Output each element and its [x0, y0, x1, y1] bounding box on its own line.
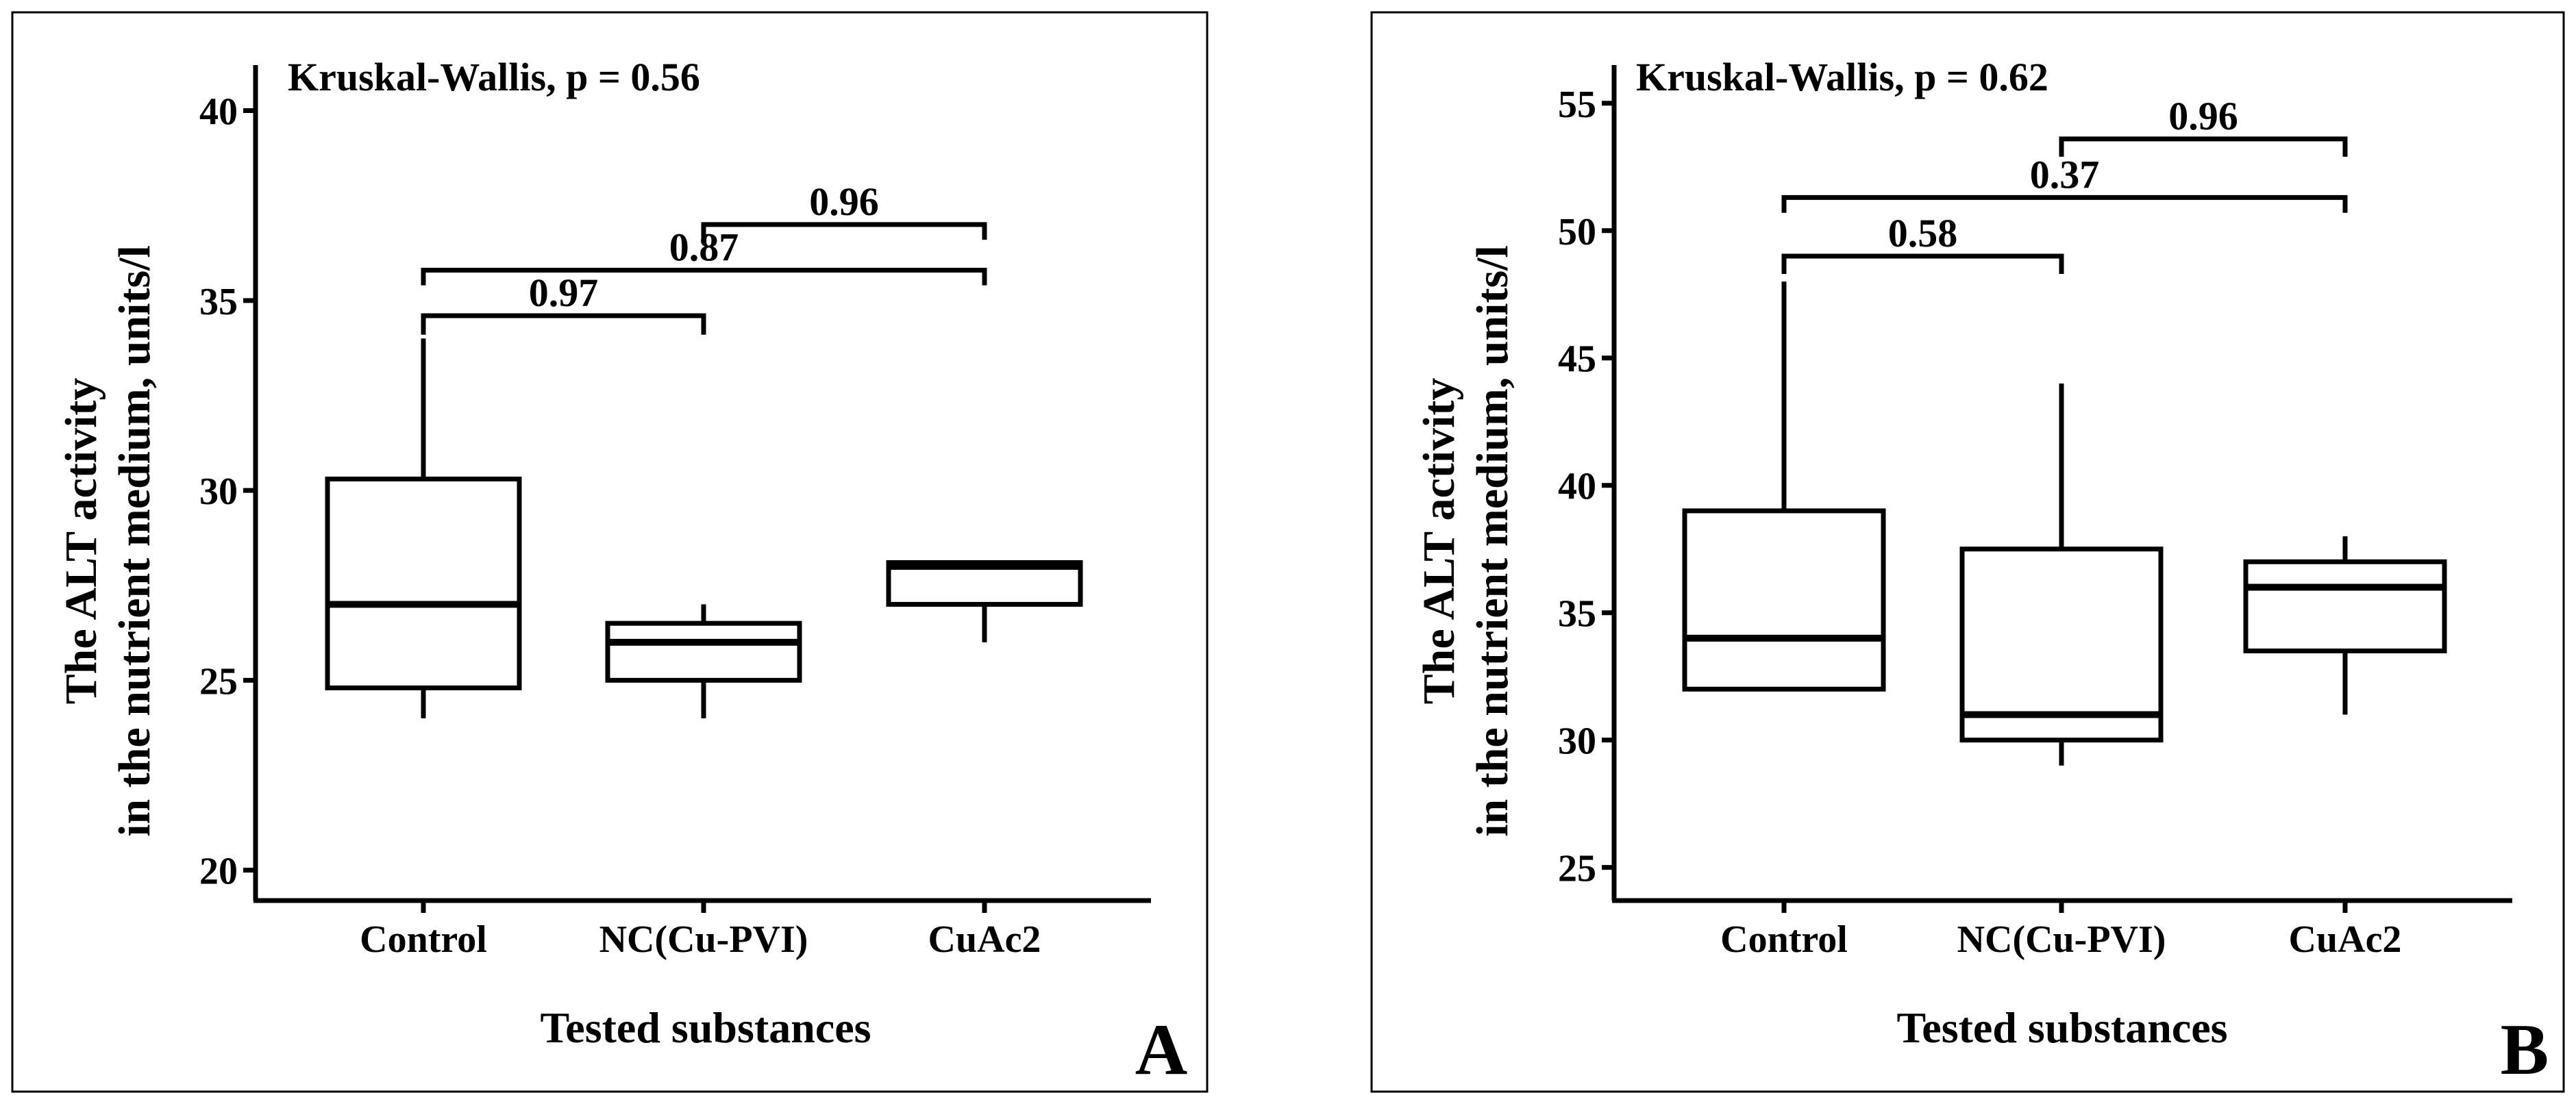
panel-b-y-tick-label-50: 50: [1558, 211, 1596, 253]
panel-a-y-tick-label-40: 40: [199, 91, 238, 134]
panel-a-y-tick-label-20: 20: [199, 851, 238, 893]
panel-a-kruskal-wallis-annotation: Kruskal-Wallis, p = 0.56: [288, 55, 700, 99]
panel-b-box-1: [1959, 383, 2164, 766]
panel-b-x-tick-label-0: Control: [1720, 918, 1848, 961]
panel-a-y-tick-label-35: 35: [199, 281, 238, 323]
panel-b-box-1-iqr: [1959, 546, 2164, 743]
panel-b-box-2-iqr: [2243, 559, 2447, 653]
panel-a-box-1-iqr: [605, 620, 802, 683]
panel-b-comparison-0-p-value: 0.58: [1888, 211, 1958, 255]
panel-a-comparison-2: 0.96: [701, 179, 987, 240]
panel-b-comparison-1: 0.37: [1781, 152, 2348, 213]
panel-b-box-0: [1682, 281, 1886, 692]
panel-a-x-tick-label-0: Control: [360, 918, 487, 961]
panel-a: Kruskal-Wallis, p = 0.56 20 25 30 35 40 0.97…: [11, 11, 1209, 1093]
panel-b-comparison-2-bracket: [2059, 136, 2348, 157]
panel-b-y-tick-label-55: 55: [1558, 84, 1596, 126]
panel-a-box-1: [605, 604, 802, 718]
panel-b-x-tick-label-1: NC(Cu-PVI): [1957, 918, 2166, 961]
panel-b-comparison-1-bracket: [1781, 194, 2348, 213]
panel-a-x-axis-label: Tested substances: [540, 1003, 871, 1052]
panel-b-y-tick-label-30: 30: [1558, 720, 1596, 763]
panel-b-border: [1370, 11, 2565, 1093]
panel-a-letter: A: [1135, 1009, 1188, 1090]
panel-b-boxplots: [1682, 281, 2447, 766]
panel-b-x-ticks: Control NC(Cu-PVI) CuAc2: [1720, 901, 2401, 961]
panel-a-y-ticks: 20 25 30 35 40: [199, 91, 256, 893]
panel-a-comparison-2-p-value: 0.96: [809, 179, 879, 224]
panel-b-comparison-2-p-value: 0.96: [2168, 94, 2238, 138]
panel-b-comparison-1-p-value: 0.37: [2030, 152, 2100, 197]
panel-b-y-axis-label-line-2: in the nutrient medium, units/l: [1467, 245, 1518, 837]
panel-b: Kruskal-Wallis, p = 0.62 25303540455055 …: [1370, 11, 2565, 1093]
panel-b-y-tick-label-45: 45: [1558, 338, 1596, 381]
panel-b-x-axis-label: Tested substances: [1896, 1003, 2227, 1052]
panel-b-y-axis-label-line-1: The ALT activity: [1414, 378, 1464, 705]
panel-a-y-axis-label-line-1: The ALT activity: [56, 378, 106, 705]
panel-a-box-2: [886, 560, 1083, 642]
panel-a-y-axis-label-line-2: in the nutrient medium, units/l: [110, 245, 160, 837]
panel-a-x-ticks: Control NC(Cu-PVI) CuAc2: [360, 901, 1041, 961]
panel-b-box-2: [2243, 536, 2447, 715]
panel-a-x-tick-label-1: NC(Cu-PVI): [599, 918, 808, 961]
panel-b-y-tick-label-40: 40: [1558, 466, 1596, 508]
panel-b-y-tick-label-25: 25: [1558, 848, 1596, 890]
panel-a-boxplots: [325, 338, 1083, 718]
panel-b-comparison-0-bracket: [1781, 253, 2064, 274]
panel-a-comparison-2-bracket: [701, 222, 987, 240]
panel-a-x-tick-label-2: CuAc2: [928, 918, 1041, 961]
panel-a-comparison-0-p-value: 0.97: [529, 271, 599, 315]
panel-b-box-0-iqr: [1682, 508, 1886, 692]
panel-b-y-ticks: 25 30 35 40 45 50 55: [1558, 84, 1614, 890]
panel-a-y-tick-label-25: 25: [199, 660, 238, 703]
panel-b-kruskal-wallis-annotation: Kruskal-Wallis, p = 0.62: [1636, 55, 2048, 99]
panel-b-y-tick-label-35: 35: [1558, 593, 1596, 636]
panel-a-comparison-0: 0.97: [421, 271, 706, 335]
panel-b-comparisons: 0.58 0.37 0.96: [1781, 94, 2348, 274]
panel-a-y-tick-label-30: 30: [199, 470, 238, 513]
panel-b-comparison-0: 0.58: [1781, 211, 2064, 274]
panel-b-x-tick-label-2: CuAc2: [2289, 918, 2402, 961]
panel-b-comparison-2: 0.96: [2059, 94, 2348, 157]
panel-a-box-0-iqr: [325, 476, 522, 690]
panel-b-letter: B: [2501, 1009, 2549, 1090]
panel-a-comparison-0-bracket: [421, 313, 706, 335]
panel-a-box-0: [325, 338, 522, 718]
panel-a-comparisons: 0.970.870.96: [421, 179, 987, 335]
panel-a-comparison-1-bracket: [421, 267, 987, 286]
panel-a-border: [11, 11, 1209, 1093]
